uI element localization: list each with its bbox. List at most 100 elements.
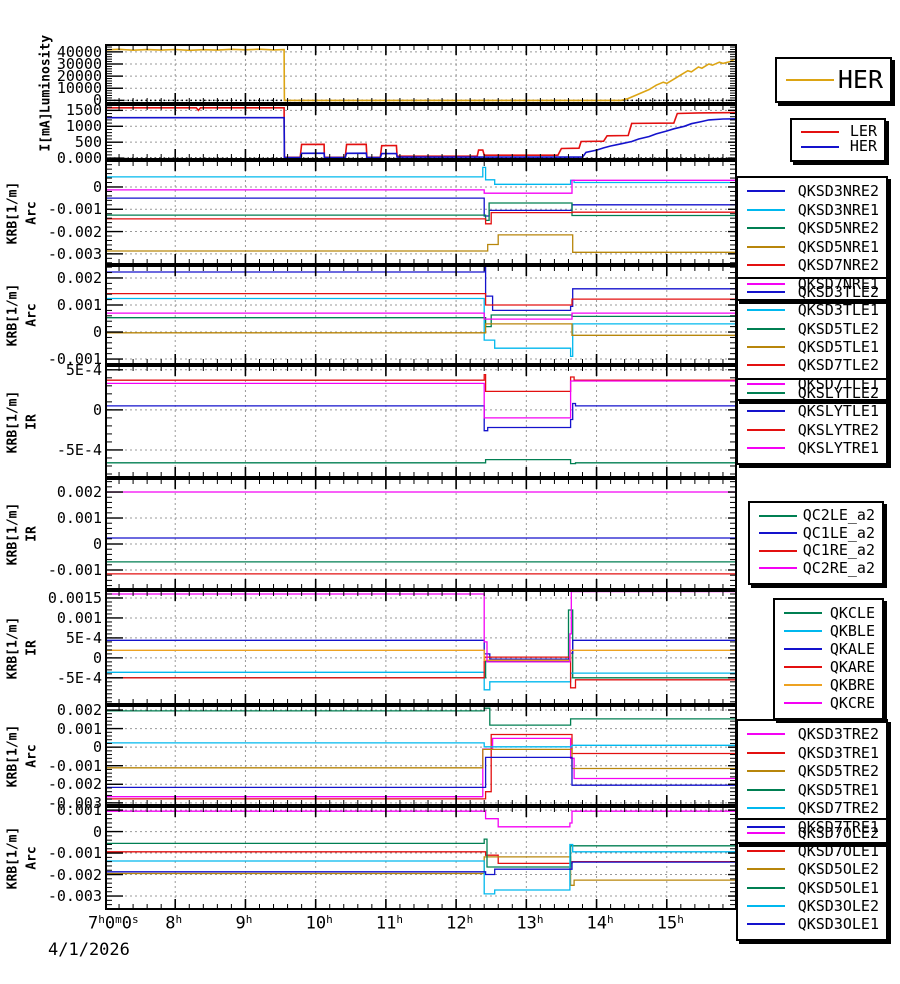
y-tick-label: 0 <box>92 91 102 110</box>
legend-label: QKSLYTRE1 <box>797 438 879 457</box>
legend-label: QKSD3NRE2 <box>797 182 879 200</box>
legend-entry: QKSD7OLE2 <box>738 824 886 842</box>
legend-entry: QC2RE_a2 <box>750 559 882 578</box>
legend-label: QKSD5TRE2 <box>797 762 879 780</box>
series-QKARE <box>105 656 737 689</box>
legend-label: QKSD3TRE1 <box>797 743 879 762</box>
legend-entry: QKARE <box>775 658 882 676</box>
legend-entry: QC2LE_a2 <box>750 506 882 525</box>
legend-swatch-QKSD3TRE2 <box>747 733 785 736</box>
legend-swatch-QKSD5OLE2 <box>747 868 785 871</box>
panel-ir-qk <box>105 590 737 705</box>
legend-swatch-QKSD5OLE1 <box>747 886 785 889</box>
legend-swatch-QKSD3OLE2 <box>747 904 785 907</box>
legend-entry: QKSD5TLE2 <box>738 320 886 338</box>
legend-current: LER HER <box>790 118 886 162</box>
legend-entry: QKSD5TRE2 <box>738 762 886 781</box>
y-tick-label: -0.001 <box>47 200 102 219</box>
series-QKSD3OLE2 <box>105 843 737 895</box>
legend-ir-qc: QC2LE_a2 QC1LE_a2 QC1RE_a2 QC2RE_a2 <box>748 501 884 585</box>
legend-label: QKSD5OLE2 <box>797 860 879 879</box>
legend-label: QKSD5TLE1 <box>797 338 879 356</box>
legend-label: QKCLE <box>829 604 875 622</box>
series-QKSD7TLE2 <box>105 292 737 306</box>
legend-swatch-QKSD5TRE2 <box>747 770 785 773</box>
legend-label: QKBRE <box>829 676 875 694</box>
series-QKSD5NRE1 <box>105 234 737 253</box>
legend-entry: QC1LE_a2 <box>750 523 882 543</box>
y-tick-label: 40000 <box>56 42 102 61</box>
legend-swatch-QKCRE <box>784 702 822 704</box>
date-label: 4/1/2026 <box>48 940 130 960</box>
series-HER <box>105 48 737 102</box>
legend-swatch-QKSD3NRE2 <box>747 190 785 193</box>
legend-entry: QKSD3TRE2 <box>738 725 886 744</box>
legend-label: QKSD5NRE2 <box>797 219 879 237</box>
legend-swatch-QKSD5TRE1 <box>747 788 785 791</box>
y-tick-label: 5E-4 <box>65 628 102 647</box>
legend-swatch-QKSD7NRE1 <box>747 282 785 285</box>
y-axis-subtitle: IR <box>24 413 40 430</box>
y-axis-title: KRB[1/m] <box>5 181 21 244</box>
legend-label: QKSD5NRE1 <box>797 237 879 256</box>
legend-swatch-QKALE <box>784 648 822 650</box>
y-axis-subtitle: Arc <box>24 200 40 225</box>
series-QKSD5TLE1 <box>105 323 737 336</box>
y-tick-label: -0.001 <box>47 560 102 579</box>
x-hour-label: 11h <box>375 913 403 934</box>
legend-entry: QKSD5OLE2 <box>738 860 886 878</box>
series-QKSD3TLE1 <box>105 297 737 358</box>
legend-swatch-HER <box>801 145 839 148</box>
series-QKSLYTLE1 <box>105 402 737 432</box>
legend-label: QKSLYTLE2 <box>797 384 879 402</box>
legend-swatch-QKSD7OLE2 <box>747 832 785 835</box>
x-hour-label: 10h <box>305 913 333 934</box>
legend-label: QKSD5OLE1 <box>797 878 879 897</box>
y-tick-label: 0 <box>92 323 102 342</box>
y-axis-title: KRB[1/m] <box>5 283 21 347</box>
series-QKSD7OLE2 <box>105 810 737 828</box>
y-axis-title: KRB[1/m] <box>5 724 21 787</box>
legend-label: QKSD5TRE1 <box>797 780 879 799</box>
series-QKSD3OLE1 <box>105 861 737 876</box>
y-tick-label: 5E-4 <box>65 360 102 379</box>
legend-swatch-QKSD7TLE2 <box>747 364 785 367</box>
legend-entry: QKSLYTLE1 <box>738 402 886 420</box>
legend-ir-qk: QKCLE QKBLE QKALE QKARE QKBRE QKCRE <box>773 598 884 720</box>
legend-entry: QKBLE <box>775 622 882 640</box>
legend-swatch-QKSD7TRE1 <box>747 825 785 828</box>
legend-label: QKSD7TRE2 <box>797 799 879 817</box>
x-start-label: 7h0m0s <box>88 913 139 934</box>
y-tick-label: -5E-4 <box>56 668 102 687</box>
series-LER <box>105 106 737 159</box>
legend-luminosity: HER <box>775 57 892 103</box>
y-tick-label: 0 <box>92 177 102 196</box>
y-axis-subtitle: Arc <box>24 303 40 327</box>
legend-swatch-HER <box>786 79 834 81</box>
legend-label: QKCRE <box>829 694 875 712</box>
y-axis-subtitle: IR <box>24 639 40 656</box>
legend-entry: QKSD3NRE1 <box>738 201 886 220</box>
y-tick-label: 0.001 <box>56 719 102 738</box>
legend-label: QKSLYTLE1 <box>797 402 879 421</box>
legend-swatch-QKSD7TRE2 <box>747 807 785 810</box>
legend-label: QKSD3OLE1 <box>797 914 879 933</box>
legend-label: QC1LE_a2 <box>802 523 875 542</box>
y-tick-label: -0.002 <box>47 775 102 794</box>
y-tick-label: -0.003 <box>47 244 102 263</box>
y-tick-label: 0.001 <box>56 608 102 627</box>
series-QKSD7NRE2 <box>105 211 737 225</box>
series-QKSLYTLE2 <box>105 458 737 465</box>
legend-label: QKSD7OLE2 <box>797 824 879 842</box>
legend-swatch-QKSLYTRE2 <box>747 428 785 431</box>
y-tick-label: 0.002 <box>56 268 102 287</box>
legend-label: LER <box>849 122 877 140</box>
legend-entry: QKSD3TLE1 <box>738 301 886 319</box>
legend-entry: HER <box>792 139 884 154</box>
legend-arc-nre: QKSD3NRE2 QKSD3NRE1 QKSD5NRE2 QKSD5NRE1 QKSD… <box>736 176 888 301</box>
y-tick-label: 0 <box>92 648 102 667</box>
legend-label: QKSD7TRE1 <box>797 817 879 836</box>
legend-entry: QKSD3OLE2 <box>738 897 886 915</box>
y-tick-label: -0.001 <box>47 844 102 863</box>
